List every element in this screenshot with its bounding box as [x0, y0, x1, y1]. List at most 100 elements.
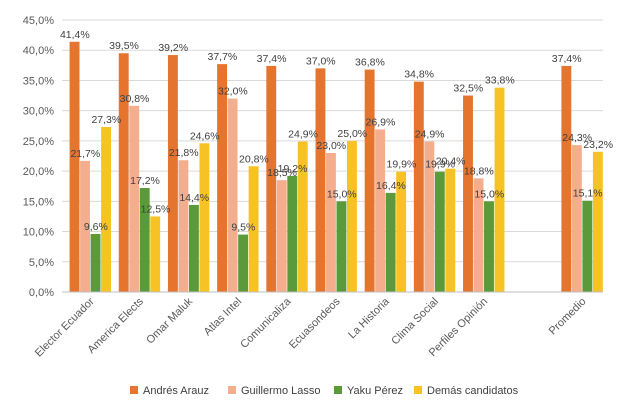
- bar-dem-s-candidatos-1: [150, 216, 161, 292]
- legend-label: Guillermo Lasso: [241, 385, 320, 397]
- bars: [69, 41, 603, 293]
- bar-guillermo-lasso-8: [473, 178, 484, 292]
- data-label: 26,9%: [366, 116, 396, 128]
- bar-andr-s-arauz-6: [364, 69, 375, 292]
- bar-yaku-p-rez-8: [484, 201, 494, 292]
- data-label: 19,9%: [387, 159, 417, 171]
- legend-swatch: [228, 386, 236, 394]
- bar-yaku-p-rez-2: [188, 204, 199, 292]
- bar-dem-s-candidatos-6: [396, 171, 407, 292]
- bar-yaku-p-rez-5: [336, 201, 347, 292]
- data-label: 15,0%: [474, 188, 504, 200]
- bar-dem-s-candidatos-8: [494, 87, 505, 292]
- data-label: 30,8%: [120, 93, 150, 105]
- data-label: 19,2%: [278, 163, 308, 175]
- bar-yaku-p-rez-4: [287, 175, 298, 292]
- data-label: 24,9%: [415, 128, 445, 140]
- bar-andr-s-arauz-8: [463, 95, 473, 292]
- y-tick-label: 0,0%: [29, 287, 54, 299]
- data-label: 16,4%: [376, 180, 406, 192]
- data-label: 25,0%: [337, 128, 367, 140]
- bar-guillermo-lasso-5: [326, 152, 336, 292]
- data-label: 37,4%: [257, 53, 287, 65]
- data-label: 15,1%: [573, 188, 603, 200]
- category-label: Clima Social: [389, 296, 441, 348]
- bar-andr-s-arauz-10: [561, 65, 572, 292]
- y-tick-label: 20,0%: [23, 166, 54, 178]
- bar-andr-s-arauz-5: [315, 68, 326, 292]
- bar-guillermo-lasso-4: [276, 180, 287, 292]
- data-label: 27,3%: [91, 114, 121, 126]
- y-tick-label: 25,0%: [23, 136, 54, 148]
- y-tick-label: 5,0%: [29, 257, 54, 269]
- category-label: La Historia: [346, 295, 392, 341]
- data-label: 24,9%: [288, 128, 318, 140]
- bar-guillermo-lasso-3: [227, 98, 238, 292]
- data-label: 34,8%: [404, 69, 434, 81]
- data-label: 39,5%: [109, 40, 139, 52]
- data-label: 36,8%: [355, 57, 385, 69]
- bar-dem-s-candidatos-2: [199, 143, 210, 292]
- data-label: 21,8%: [169, 147, 199, 159]
- bar-yaku-p-rez-7: [434, 171, 445, 292]
- bar-andr-s-arauz-3: [217, 64, 228, 292]
- bar-dem-s-candidatos-4: [297, 141, 308, 292]
- category-label: Omar Maluk: [144, 295, 195, 346]
- bar-yaku-p-rez-0: [90, 233, 101, 292]
- bar-dem-s-candidatos-0: [101, 126, 111, 292]
- data-label: 15,0%: [327, 188, 357, 200]
- bar-dem-s-candidatos-3: [248, 166, 259, 292]
- bar-andr-s-arauz-2: [167, 55, 178, 293]
- data-label: 17,2%: [130, 175, 160, 187]
- data-label: 37,0%: [306, 55, 336, 67]
- bar-guillermo-lasso-2: [178, 160, 189, 292]
- data-label: 21,7%: [70, 148, 100, 160]
- data-label: 18,5%: [267, 167, 297, 179]
- category-label: Promedio: [547, 296, 589, 338]
- data-label: 12,5%: [141, 203, 171, 215]
- data-label: 37,7%: [207, 51, 237, 63]
- bar-andr-s-arauz-0: [69, 41, 80, 293]
- data-label: 23,2%: [583, 139, 613, 151]
- legend-swatch: [130, 386, 138, 394]
- data-label: 32,0%: [218, 86, 248, 98]
- legend-label: Andrés Arauz: [143, 385, 209, 397]
- data-label: 19,9%: [425, 159, 455, 171]
- bar-dem-s-candidatos-10: [592, 151, 603, 292]
- legend: Andrés Arauz Guillermo Lasso Yaku Pérez Dem…: [130, 385, 519, 397]
- bar-guillermo-lasso-1: [129, 105, 140, 292]
- data-labels: 41,4% 39,5% 39,2% 37,7% 37,4% 37,0% 36,8% 34,8%…: [60, 29, 613, 234]
- legend-swatch: [414, 386, 422, 394]
- data-label: 33,8%: [485, 75, 515, 87]
- legend-label: Yaku Pérez: [347, 385, 403, 397]
- data-label: 41,4%: [60, 29, 90, 41]
- category-label: Ecuasondeos: [287, 295, 343, 351]
- bar-dem-s-candidatos-5: [347, 140, 357, 292]
- legend-swatch: [334, 386, 342, 394]
- y-axis-ticks: 0,0% 5,0% 10,0% 15,0% 20,0% 25,0% 30,0% 35,0% 40…: [23, 15, 54, 299]
- bar-andr-s-arauz-1: [118, 53, 129, 292]
- bar-dem-s-candidatos-7: [445, 168, 456, 292]
- y-tick-label: 10,0%: [23, 227, 54, 239]
- data-label: 9,6%: [84, 221, 108, 233]
- bar-yaku-p-rez-6: [385, 192, 396, 292]
- bar-yaku-p-rez-3: [238, 234, 249, 292]
- bar-yaku-p-rez-1: [139, 188, 150, 292]
- bar-andr-s-arauz-4: [266, 65, 277, 292]
- data-label: 18,8%: [464, 165, 494, 177]
- y-tick-label: 45,0%: [23, 15, 54, 27]
- y-tick-label: 35,0%: [23, 75, 54, 87]
- y-tick-label: 40,0%: [23, 45, 54, 57]
- bar-guillermo-lasso-6: [375, 129, 386, 292]
- category-label: Atlas Intel: [202, 296, 245, 339]
- y-tick-label: 15,0%: [23, 196, 54, 208]
- bar-guillermo-lasso-0: [80, 160, 90, 292]
- data-label: 20,4%: [436, 156, 466, 168]
- bar-guillermo-lasso-10: [571, 145, 582, 292]
- bar-yaku-p-rez-10: [582, 200, 593, 292]
- bar-guillermo-lasso-7: [424, 141, 435, 292]
- data-label: 24,6%: [190, 130, 220, 142]
